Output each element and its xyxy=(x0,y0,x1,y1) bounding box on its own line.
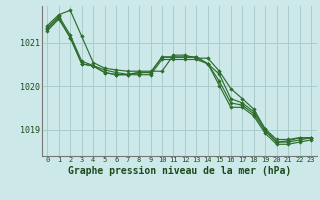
X-axis label: Graphe pression niveau de la mer (hPa): Graphe pression niveau de la mer (hPa) xyxy=(68,166,291,176)
